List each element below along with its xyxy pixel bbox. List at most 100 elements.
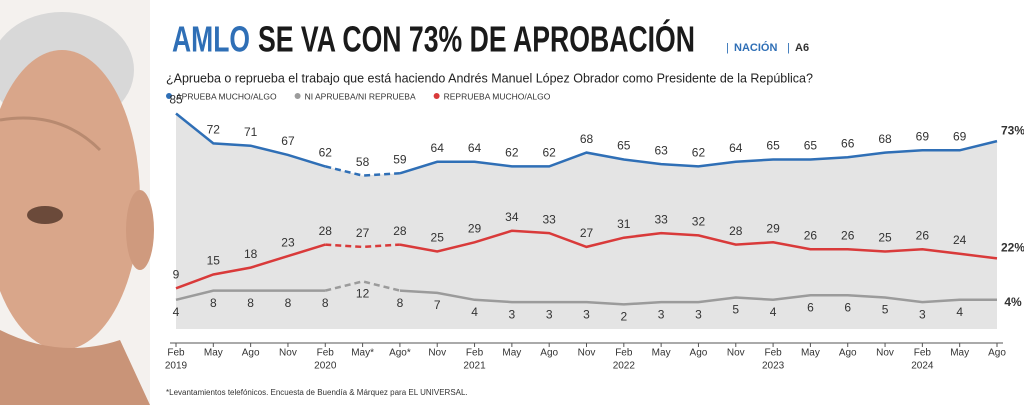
title-highlight: AMLO [172, 19, 250, 60]
data-label: 33 [654, 212, 668, 226]
subtitle: ¿Aprueba o reprueba el trabajo que está … [166, 71, 813, 85]
data-label: 3 [695, 307, 702, 321]
data-label: 62 [505, 146, 519, 160]
legend-dot [433, 93, 440, 99]
x-tick-label: May [502, 348, 521, 359]
data-label: 3 [583, 307, 590, 321]
data-label: 24 [953, 233, 967, 247]
x-tick-label: Ago [988, 348, 1006, 359]
data-label: 63 [654, 143, 668, 157]
data-label: 68 [580, 132, 594, 146]
data-label: 8 [397, 296, 404, 310]
legend-label: NI APRUEBA/NI REPRUEBA [305, 91, 416, 101]
separator: | [787, 42, 790, 54]
x-tick-label: May [801, 348, 820, 359]
data-label: 26 [804, 228, 818, 242]
line [399, 229, 998, 260]
x-tick-label: Nov [727, 348, 745, 359]
x-tick-label: Ago [242, 348, 260, 359]
x-tick-label: Feb [764, 348, 782, 359]
data-label: 22% [1001, 241, 1024, 255]
section: NACIÓN [734, 41, 777, 54]
data-label: 29 [468, 221, 482, 235]
data-label: 5 [882, 303, 889, 317]
data-label: 67 [281, 134, 295, 148]
data-label: 4 [770, 305, 777, 319]
data-label: 3 [509, 307, 516, 321]
x-tick-label: Feb [167, 348, 185, 359]
data-label: 3 [658, 307, 665, 321]
x-tick-label: Ago [690, 348, 708, 359]
data-label: 6 [807, 300, 814, 314]
x-tick-label: May [652, 348, 671, 359]
data-label: 69 [916, 129, 930, 143]
chin [0, 330, 150, 405]
data-label: 64 [729, 141, 743, 155]
separator: | [726, 42, 729, 54]
data-label: 4% [1004, 295, 1022, 309]
data-label: 7 [434, 298, 441, 312]
data-label: 58 [356, 155, 370, 169]
data-label: 26 [841, 228, 855, 242]
data-label: 18 [244, 247, 258, 261]
data-label: 65 [804, 139, 818, 153]
data-label: 8 [210, 296, 217, 310]
data-label: 6 [844, 300, 851, 314]
legend-dot [294, 93, 301, 99]
x-year-label: 2024 [911, 361, 934, 372]
data-label: 28 [729, 224, 743, 238]
data-label: 3 [546, 307, 553, 321]
data-label: 15 [207, 254, 221, 268]
page-number: A6 [795, 42, 809, 54]
line [175, 243, 326, 290]
data-label: 23 [281, 235, 295, 249]
data-label: 29 [766, 221, 780, 235]
data-label: 69 [953, 129, 967, 143]
data-label: 34 [505, 210, 519, 224]
data-label: 72 [207, 123, 221, 137]
legend-label: REPRUEBA MUCHO/ALGO [444, 91, 551, 101]
legend-label: APRUEBA MUCHO/ALGO [176, 91, 277, 101]
data-label: 8 [322, 296, 329, 310]
data-label: 85 [169, 93, 183, 107]
footnote: *Levantamientos telefónicos. Encuesta de… [166, 388, 468, 397]
face [0, 50, 140, 350]
data-label: 64 [468, 141, 482, 155]
line [324, 165, 400, 177]
data-label: 25 [878, 231, 892, 245]
brow [0, 116, 102, 152]
x-year-label: 2021 [463, 361, 486, 372]
x-tick-label: Nov [876, 348, 894, 359]
data-label: 59 [393, 152, 407, 166]
title: SE VA CON 73% DE APROBACIÓN [258, 18, 695, 60]
data-label: 4 [956, 305, 963, 319]
x-tick-label: Ago [540, 348, 558, 359]
data-label: 66 [841, 136, 855, 150]
line [175, 289, 326, 302]
data-label: 28 [393, 224, 407, 238]
x-year-label: 2020 [314, 361, 337, 372]
data-label: 3 [919, 307, 926, 321]
data-label: 4 [471, 305, 478, 319]
line [175, 112, 326, 168]
line [325, 243, 400, 249]
legend-dot [166, 93, 172, 99]
data-label: 2 [620, 310, 627, 324]
x-tick-label: May* [351, 348, 374, 359]
x-tick-label: Feb [914, 348, 932, 359]
data-label: 26 [916, 228, 930, 242]
data-label: 68 [878, 132, 892, 146]
data-label: 27 [580, 226, 594, 240]
data-label: 8 [285, 296, 292, 310]
data-label: 62 [692, 146, 706, 160]
line [399, 139, 998, 175]
data-label: 62 [319, 146, 333, 160]
eye [27, 206, 63, 224]
x-year-label: 2022 [613, 361, 636, 372]
x-year-label: 2019 [165, 361, 188, 372]
x-tick-label: Feb [615, 348, 633, 359]
data-label: 64 [431, 141, 445, 155]
x-year-label: 2023 [762, 361, 785, 372]
data-label: 8 [247, 296, 254, 310]
